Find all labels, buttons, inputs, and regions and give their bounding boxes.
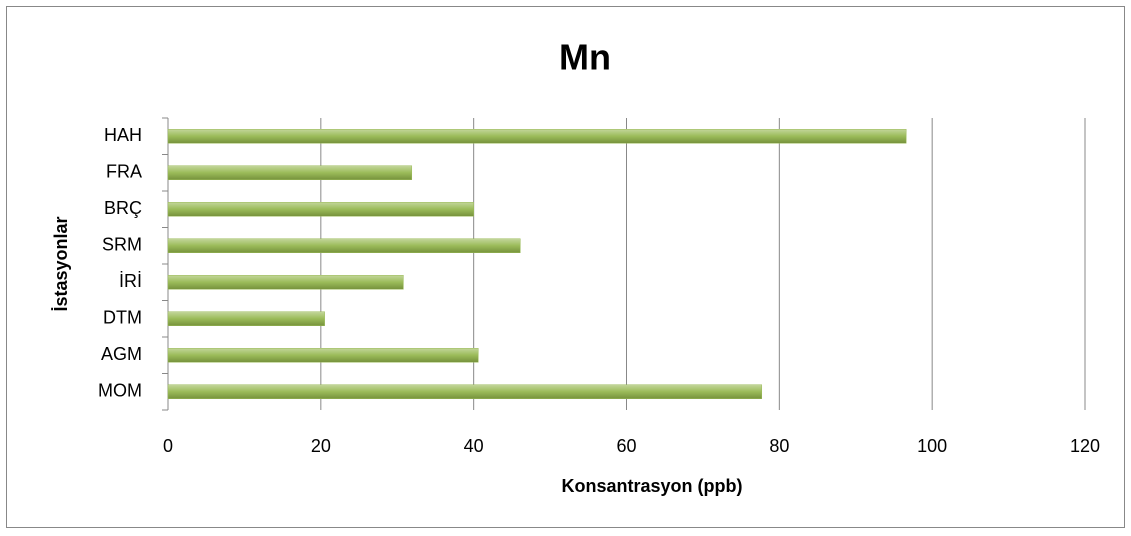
x-tick-label: 0 xyxy=(163,436,173,456)
y-tick-label: HAH xyxy=(104,125,142,145)
y-axis-label: İstasyonlar xyxy=(51,216,71,311)
bar xyxy=(167,129,907,144)
chart-frame xyxy=(6,6,1125,528)
bar xyxy=(167,311,325,326)
y-tick-label: BRÇ xyxy=(104,198,142,218)
bar xyxy=(167,348,479,363)
bar xyxy=(167,238,521,253)
bar xyxy=(167,165,413,180)
y-tick-label: AGM xyxy=(101,344,142,364)
x-tick-label: 60 xyxy=(616,436,636,456)
x-tick-label: 120 xyxy=(1070,436,1100,456)
y-tick-label: SRM xyxy=(102,235,142,255)
bar xyxy=(167,275,404,290)
y-tick-label: DTM xyxy=(103,308,142,328)
x-tick-label: 20 xyxy=(311,436,331,456)
bar xyxy=(167,202,474,217)
x-tick-label: 40 xyxy=(464,436,484,456)
y-tick-label: İRİ xyxy=(119,271,142,291)
x-tick-label: 80 xyxy=(769,436,789,456)
x-tick-label: 100 xyxy=(917,436,947,456)
y-tick-label: FRA xyxy=(106,162,142,182)
chart-title: Mn xyxy=(559,37,611,78)
y-tick-label: MOM xyxy=(98,381,142,401)
x-axis-label: Konsantrasyon (ppb) xyxy=(561,476,742,496)
bar xyxy=(167,384,763,399)
